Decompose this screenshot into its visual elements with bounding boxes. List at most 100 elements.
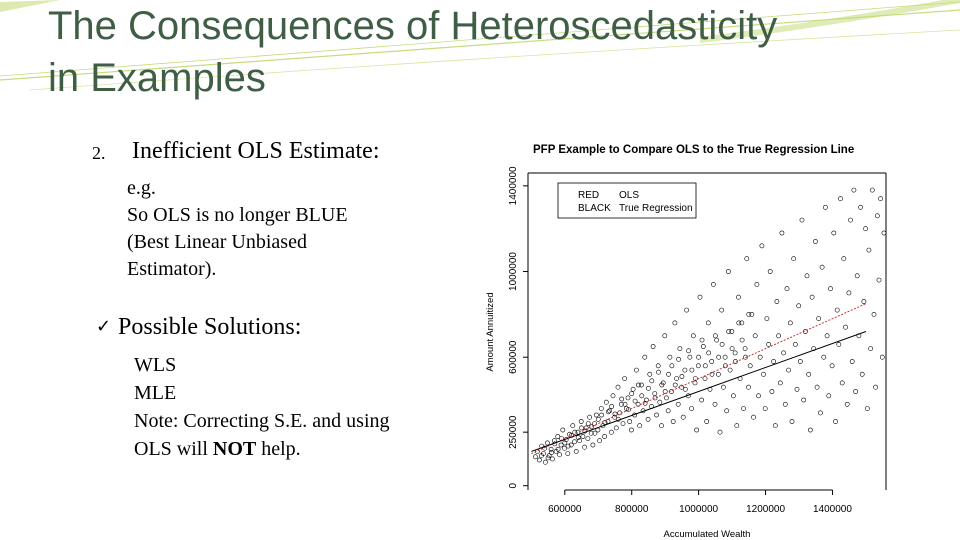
title-line-2: in Examples — [48, 56, 266, 100]
data-point — [727, 367, 733, 373]
data-point — [565, 451, 571, 456]
data-point — [598, 406, 604, 411]
data-point — [761, 371, 766, 377]
item-body-line: (Best Linear Unbiased — [127, 231, 307, 253]
chart-title: PFP Example to Compare OLS to the True R… — [533, 144, 854, 156]
data-point — [702, 376, 708, 381]
data-point — [826, 393, 832, 399]
data-point — [791, 256, 797, 262]
data-point — [618, 401, 624, 407]
data-point — [779, 230, 785, 236]
data-point — [599, 412, 604, 418]
data-point — [784, 286, 790, 292]
data-point — [704, 419, 710, 424]
data-point — [833, 419, 838, 424]
item-number: 2. — [92, 143, 106, 163]
data-point — [794, 386, 800, 392]
data-point — [605, 409, 611, 415]
data-point — [782, 401, 788, 407]
data-point — [710, 281, 716, 287]
data-point — [666, 371, 671, 377]
data-point — [627, 419, 633, 424]
data-point — [879, 354, 885, 360]
data-point — [814, 384, 820, 390]
data-point — [881, 230, 887, 236]
data-point — [657, 399, 663, 405]
x-axis: 600000 800000 1000000 1200000 1400000 — [548, 489, 852, 515]
data-point — [729, 346, 735, 351]
data-point — [722, 354, 728, 360]
data-point — [665, 408, 671, 414]
data-point — [712, 333, 718, 339]
data-point — [732, 350, 738, 356]
data-point — [593, 412, 599, 418]
solution-text: OLS will — [134, 438, 213, 460]
data-point — [874, 213, 880, 219]
data-point — [588, 430, 594, 436]
data-point — [550, 456, 555, 462]
data-point — [712, 401, 718, 407]
data-point — [585, 436, 591, 441]
data-point — [764, 316, 770, 321]
data-point — [675, 401, 681, 407]
data-point — [828, 286, 833, 292]
data-point — [821, 354, 827, 360]
data-point — [839, 380, 845, 386]
data-point — [822, 204, 828, 210]
data-point — [772, 423, 778, 429]
data-point — [572, 439, 577, 445]
solutions-list: WLS MLE Note: Correcting S.E. and using … — [134, 351, 390, 463]
data-point — [692, 380, 698, 386]
data-point — [854, 273, 860, 279]
legend-label-true: True Regression — [619, 203, 693, 214]
data-point — [806, 371, 812, 377]
data-point — [717, 429, 723, 435]
data-point — [645, 416, 651, 422]
item-body-line: So OLS is no longer BLUE — [127, 204, 348, 226]
item-body-line: e.g. — [127, 177, 156, 199]
data-point — [697, 294, 703, 300]
data-point — [706, 350, 712, 356]
data-point — [680, 414, 686, 420]
data-point — [736, 320, 742, 326]
data-point — [649, 378, 655, 384]
data-point — [743, 354, 748, 360]
data-point — [829, 363, 835, 369]
data-point — [568, 442, 574, 448]
data-point — [812, 239, 818, 244]
ols-line — [531, 303, 867, 455]
data-point — [655, 363, 661, 369]
data-point — [841, 256, 847, 262]
data-point — [759, 243, 765, 249]
slide-title: The Consequences of Heteroscedasticity i… — [48, 0, 777, 104]
data-point — [756, 393, 761, 399]
data-point — [757, 354, 763, 360]
data-point — [579, 425, 584, 431]
data-point — [572, 429, 578, 435]
data-point — [696, 354, 701, 360]
data-point — [597, 438, 602, 444]
data-point — [615, 384, 621, 390]
data-point — [578, 419, 584, 424]
data-point — [610, 393, 616, 399]
data-point — [585, 421, 591, 426]
data-point — [744, 256, 750, 262]
data-point — [677, 346, 683, 351]
data-point — [642, 354, 648, 360]
data-point — [792, 341, 798, 347]
data-point — [689, 367, 695, 373]
data-point — [836, 341, 842, 347]
data-point — [642, 400, 648, 406]
data-point — [849, 359, 855, 364]
data-point — [545, 440, 550, 446]
data-point — [846, 290, 852, 296]
data-point — [645, 385, 651, 391]
legend-box — [557, 182, 697, 219]
data-point — [730, 393, 736, 399]
data-point — [620, 421, 626, 426]
data-point — [625, 395, 631, 401]
data-point — [700, 344, 706, 349]
data-point — [583, 425, 589, 431]
data-point — [796, 303, 802, 309]
data-point — [851, 187, 857, 193]
